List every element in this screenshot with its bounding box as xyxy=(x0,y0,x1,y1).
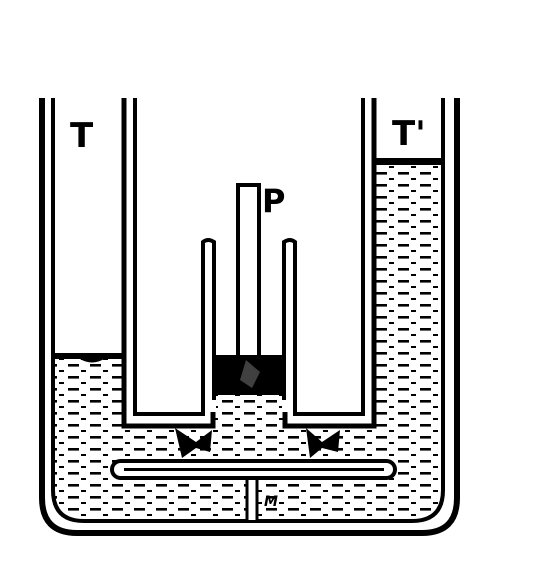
label-valve: M xyxy=(264,494,278,510)
spindle-gap xyxy=(248,480,256,520)
left-valve xyxy=(175,428,212,458)
inner-tube-liquid xyxy=(216,392,282,426)
piston-plug-mark xyxy=(240,360,260,388)
piston-rod xyxy=(236,183,261,359)
stirrer-bar-core xyxy=(124,468,384,471)
label-left-tube: T xyxy=(70,116,94,156)
left-surface-meniscus xyxy=(80,359,104,363)
label-right-tube: T' xyxy=(392,114,426,154)
vessel-outer-wall xyxy=(39,98,460,536)
liquid-fill xyxy=(53,162,442,520)
well-right-wall xyxy=(293,98,365,416)
piston-plug xyxy=(214,355,284,395)
left-liquid-surface xyxy=(53,353,125,359)
inner-tube xyxy=(201,238,297,400)
right-liquid-surface xyxy=(373,158,445,165)
well-left-wall xyxy=(133,98,205,416)
label-piston: P xyxy=(262,182,285,220)
right-valve xyxy=(306,428,340,458)
